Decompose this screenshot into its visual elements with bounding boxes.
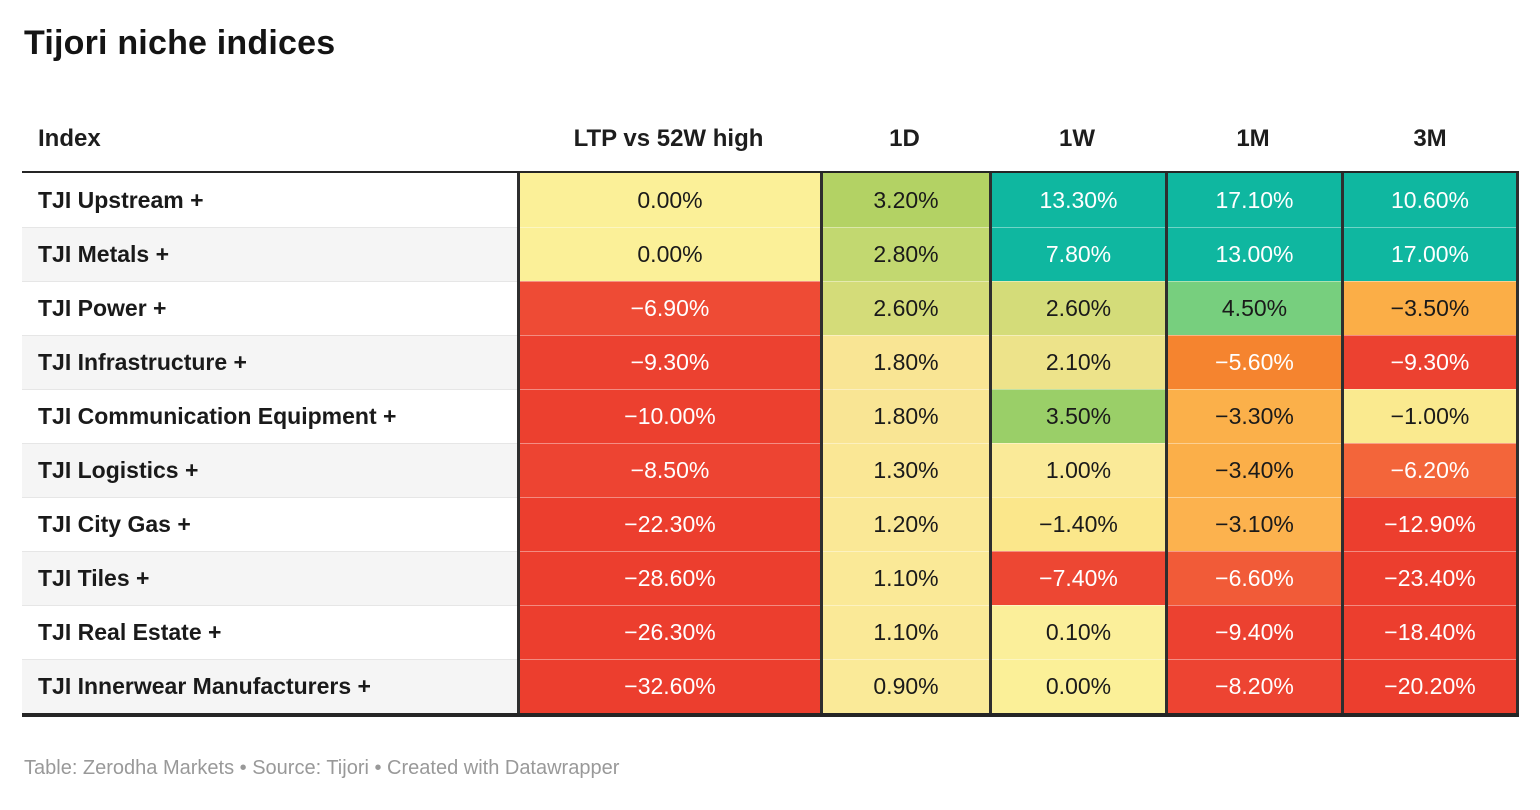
- value-cell-ltp-vs-52w-high: −22.30%: [517, 497, 820, 551]
- table-row: TJI Power + −6.90% 2.60% 2.60% 4.50% −3.50%: [22, 281, 1519, 335]
- value-cell-1d: 0.90%: [820, 659, 989, 713]
- index-cell-expandable[interactable]: TJI Logistics +: [22, 443, 517, 497]
- index-cell-expandable[interactable]: TJI Infrastructure +: [22, 335, 517, 389]
- value-cell-ltp-vs-52w-high: −6.90%: [517, 281, 820, 335]
- value-cell-1m: −3.30%: [1165, 389, 1341, 443]
- value-cell-ltp-vs-52w-high: −28.60%: [517, 551, 820, 605]
- value-cell-1d: 2.60%: [820, 281, 989, 335]
- value-cell-1w: 2.10%: [989, 335, 1165, 389]
- value-cell-ltp-vs-52w-high: −10.00%: [517, 389, 820, 443]
- table-row: TJI Innerwear Manufacturers + −32.60% 0.90…: [22, 659, 1519, 713]
- column-header-3m: 3M: [1413, 125, 1447, 152]
- value-cell-1m: 17.10%: [1165, 173, 1341, 227]
- column-header-1w: 1W: [1059, 125, 1095, 152]
- column-header-1d: 1D: [889, 125, 920, 152]
- chart-title: Tijori niche indices: [24, 24, 336, 62]
- table-row: TJI Tiles + −28.60% 1.10% −7.40% −6.60% −23.4…: [22, 551, 1519, 605]
- column-header-1m: 1M: [1236, 125, 1270, 152]
- index-cell-expandable[interactable]: TJI Innerwear Manufacturers +: [22, 659, 517, 713]
- table-row: TJI Upstream + 0.00% 3.20% 13.30% 17.10% 10.6…: [22, 173, 1519, 227]
- value-cell-ltp-vs-52w-high: −26.30%: [517, 605, 820, 659]
- value-cell-1m: 13.00%: [1165, 227, 1341, 281]
- table-row: TJI Metals +0.00% 2.80% 7.80% 13.00% 17.00%: [22, 227, 1519, 281]
- value-cell-1m: 4.50%: [1165, 281, 1341, 335]
- table-body: TJI Upstream +0.00% 3.20% 13.30% 17.10% 10.6…: [22, 173, 1519, 717]
- value-cell-ltp-vs-52w-high: −8.50%: [517, 443, 820, 497]
- table-row: TJI Logistics + −8.50% 1.30% 1.00% −3.40% −6.…: [22, 443, 1519, 497]
- value-cell-3m: −3.50%: [1341, 281, 1519, 335]
- value-cell-1w: 1.00%: [989, 443, 1165, 497]
- table-row: TJI Infrastructure + −9.30% 1.80% 2.10% −5.6…: [22, 335, 1519, 389]
- value-cell-ltp-vs-52w-high: 0.00%: [517, 227, 820, 281]
- index-cell-expandable[interactable]: TJI Real Estate +: [22, 605, 517, 659]
- value-cell-3m: −1.00%: [1341, 389, 1519, 443]
- value-cell-1d: 1.20%: [820, 497, 989, 551]
- value-cell-1m: −9.40%: [1165, 605, 1341, 659]
- value-cell-1m: −3.10%: [1165, 497, 1341, 551]
- indices-table: Index LTP vs 52W high 1D 1W 1M 3M TJI Up…: [22, 107, 1519, 717]
- value-cell-ltp-vs-52w-high: 0.00%: [517, 173, 820, 227]
- value-cell-1d: 1.10%: [820, 605, 989, 659]
- value-cell-1d: 1.80%: [820, 389, 989, 443]
- value-cell-1w: 13.30%: [989, 173, 1165, 227]
- index-cell-expandable[interactable]: TJI City Gas +: [22, 497, 517, 551]
- index-cell-expandable[interactable]: TJI Metals +: [22, 227, 517, 281]
- value-cell-3m: 10.60%: [1341, 173, 1519, 227]
- value-cell-1m: −5.60%: [1165, 335, 1341, 389]
- index-cell-expandable[interactable]: TJI Tiles +: [22, 551, 517, 605]
- value-cell-1m: −8.20%: [1165, 659, 1341, 713]
- value-cell-1w: 2.60%: [989, 281, 1165, 335]
- value-cell-1w: 0.10%: [989, 605, 1165, 659]
- value-cell-ltp-vs-52w-high: −32.60%: [517, 659, 820, 713]
- table-row: TJI City Gas + −22.30% 1.20% −1.40% −3.10% −1…: [22, 497, 1519, 551]
- value-cell-3m: −20.20%: [1341, 659, 1519, 713]
- value-cell-1d: 3.20%: [820, 173, 989, 227]
- value-cell-3m: −23.40%: [1341, 551, 1519, 605]
- table-row: TJI Communication Equipment + −10.00% 1.80…: [22, 389, 1519, 443]
- value-cell-1m: −3.40%: [1165, 443, 1341, 497]
- table-header-row: Index LTP vs 52W high 1D 1W 1M 3M: [22, 107, 1519, 173]
- value-cell-1d: 1.80%: [820, 335, 989, 389]
- value-cell-1m: −6.60%: [1165, 551, 1341, 605]
- chart-container: Tijori niche indices Index LTP vs 52W hi…: [22, 24, 1519, 779]
- index-cell-expandable[interactable]: TJI Power +: [22, 281, 517, 335]
- index-cell-expandable[interactable]: TJI Communication Equipment +: [22, 389, 517, 443]
- value-cell-1w: 3.50%: [989, 389, 1165, 443]
- value-cell-ltp-vs-52w-high: −9.30%: [517, 335, 820, 389]
- value-cell-1d: 2.80%: [820, 227, 989, 281]
- value-cell-1d: 1.30%: [820, 443, 989, 497]
- value-cell-3m: −6.20%: [1341, 443, 1519, 497]
- value-cell-1w: 0.00%: [989, 659, 1165, 713]
- value-cell-1w: −7.40%: [989, 551, 1165, 605]
- index-cell-expandable[interactable]: TJI Upstream +: [38, 186, 204, 213]
- value-cell-1d: 1.10%: [820, 551, 989, 605]
- value-cell-3m: −12.90%: [1341, 497, 1519, 551]
- value-cell-3m: −18.40%: [1341, 605, 1519, 659]
- value-cell-1w: 7.80%: [989, 227, 1165, 281]
- column-header-index: Index: [38, 125, 101, 152]
- footer-attribution: Table: Zerodha Markets • Source: Tijori …: [24, 757, 620, 779]
- column-header-ltp-vs-52w-high: LTP vs 52W high: [573, 125, 764, 152]
- table-row: TJI Real Estate + −26.30% 1.10% 0.10% −9.40%…: [22, 605, 1519, 659]
- value-cell-1w: −1.40%: [989, 497, 1165, 551]
- value-cell-3m: −9.30%: [1341, 335, 1519, 389]
- value-cell-3m: 17.00%: [1341, 227, 1519, 281]
